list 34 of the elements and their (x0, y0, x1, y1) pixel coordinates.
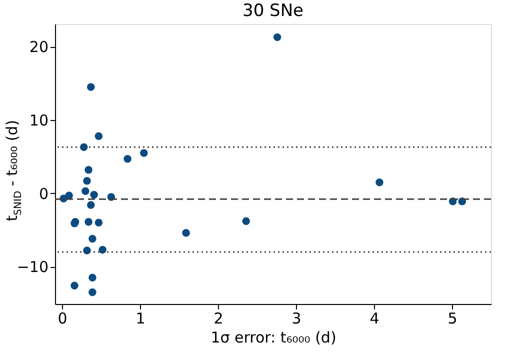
point (273, 33, 282, 42)
point (90, 190, 98, 199)
x-tick-label: 3 (292, 310, 302, 328)
y-tick-label: −10 (16, 258, 48, 276)
chart-title: 30 SNe (242, 1, 304, 21)
x-tick-label: 4 (370, 310, 380, 328)
point (88, 234, 96, 243)
x-tick-label: 2 (214, 310, 224, 328)
point (182, 229, 190, 237)
y-tick-label: 10 (29, 112, 48, 130)
point (140, 149, 148, 157)
point (94, 218, 103, 227)
x-tick-label: 1 (136, 310, 146, 328)
y-tick-label: 20 (29, 38, 48, 56)
point (65, 192, 73, 200)
point (84, 166, 92, 174)
x-axis-title: 1σ error: t₆₀₀₀ (d) (210, 328, 336, 346)
point (87, 83, 95, 91)
point (98, 246, 106, 254)
point (88, 288, 96, 296)
x-tick-label: 0 (58, 310, 68, 328)
point (88, 274, 96, 282)
point (242, 217, 250, 226)
point (70, 282, 78, 290)
point (124, 155, 132, 163)
point (82, 187, 90, 195)
y-tick-label: 0 (38, 184, 48, 203)
point (83, 176, 91, 185)
point (376, 178, 384, 186)
y-axis-title: tSNID - t₆₀₀₀ (d) (3, 120, 24, 222)
point (84, 218, 92, 226)
point (87, 201, 95, 209)
point (94, 132, 103, 140)
x-tick-label: 5 (448, 310, 458, 328)
